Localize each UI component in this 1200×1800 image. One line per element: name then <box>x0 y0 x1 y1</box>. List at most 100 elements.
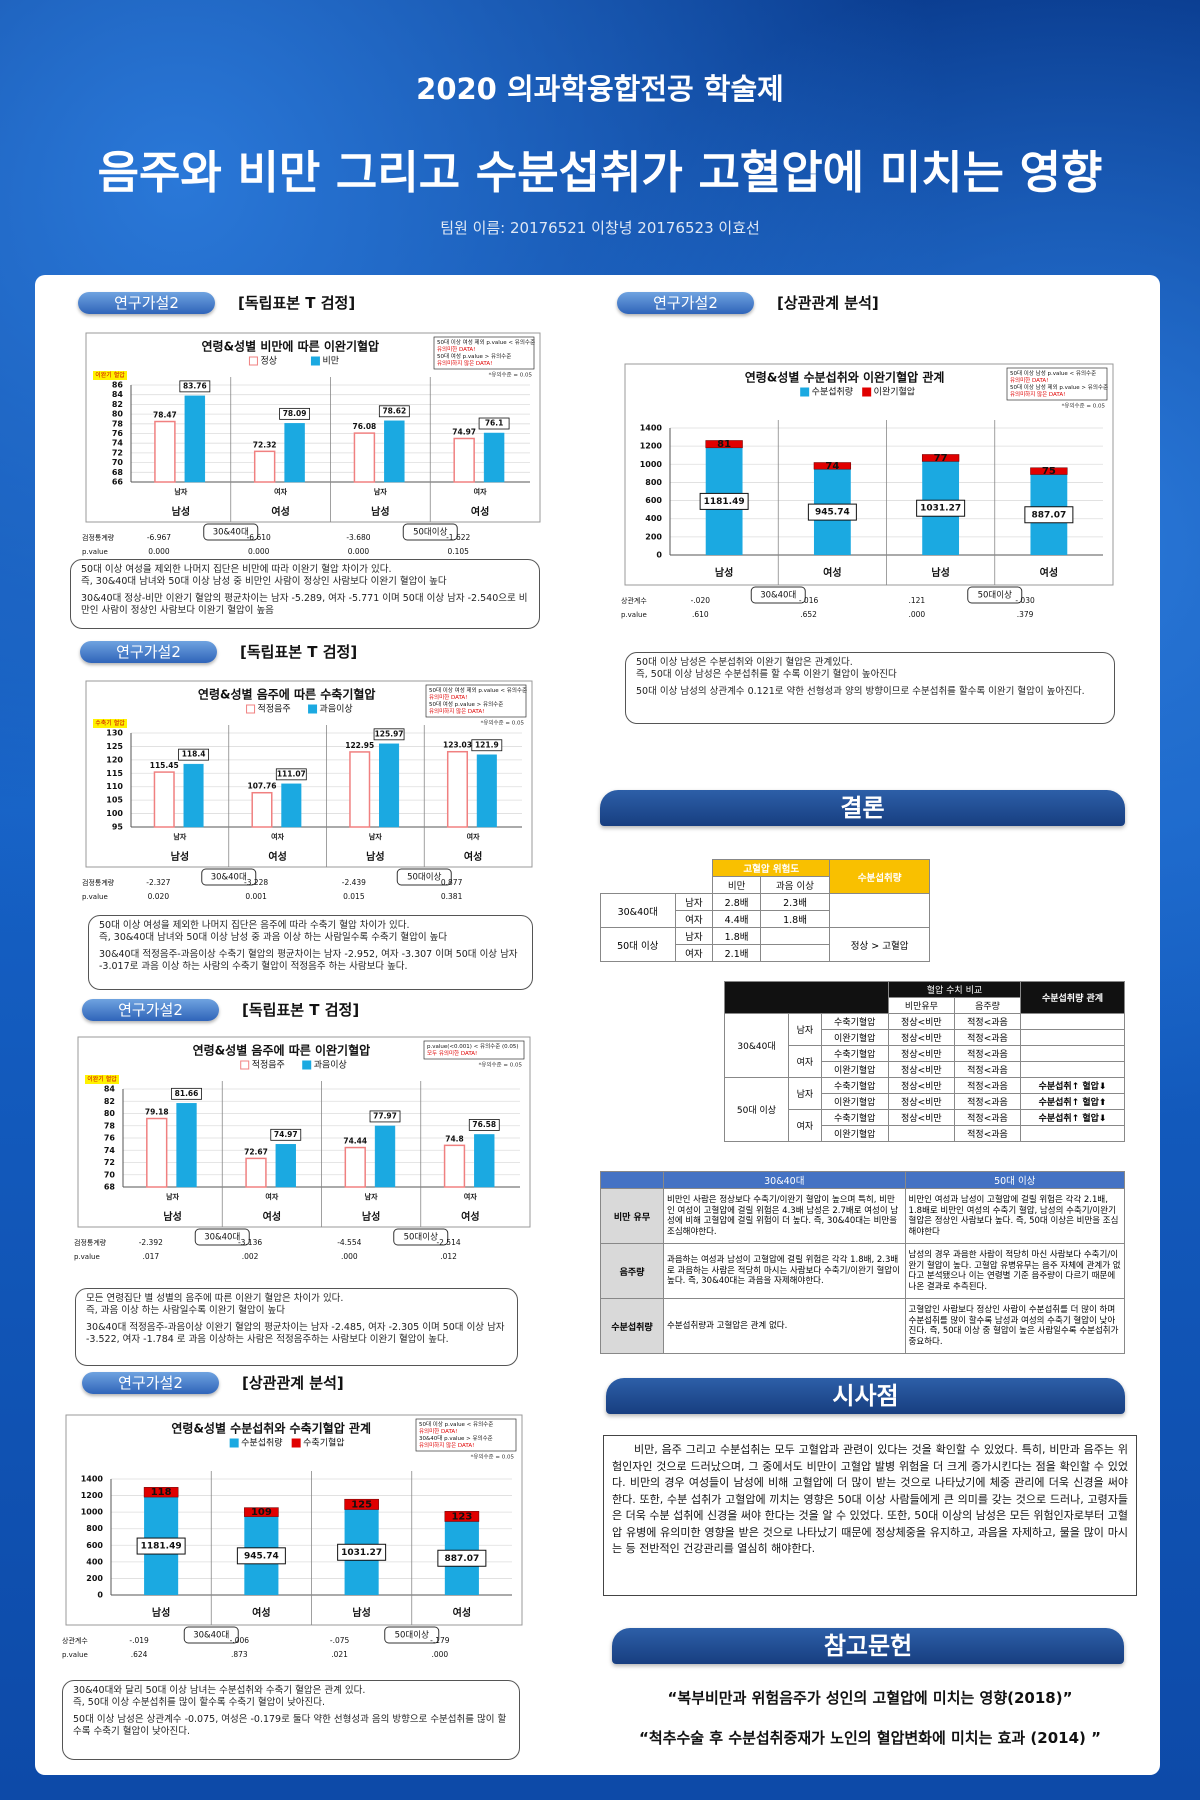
note-line: 유의미하지 않은 DATA! <box>437 359 492 367</box>
note-line: p.value(<0.001) < 유의수준 (0.05) <box>427 1043 519 1050</box>
table-header: 음주량 <box>953 997 1022 1014</box>
blank-cell <box>601 860 713 894</box>
references-heading: 참고문헌 <box>612 1628 1124 1664</box>
note-line: 30&40대 p.value > 유의수준 <box>419 1434 493 1442</box>
x-tick-label: 남자 <box>369 832 382 841</box>
stat-value: 0.105 <box>447 547 469 556</box>
y-axis-label: 수축기 혈압 <box>95 719 125 727</box>
age-group-box <box>967 586 1023 604</box>
value-cell: 정상<비만 <box>887 1109 955 1126</box>
age-cell: 30&40대 <box>600 893 676 928</box>
significance: *유의수준 = 0.05 <box>471 1454 515 1461</box>
section-method: [독립표본 T 검정] <box>240 643 358 661</box>
note-line: 유의미한 DATA! <box>419 1427 457 1435</box>
section-method: [상관관계 분석] <box>777 294 879 312</box>
summary-line: 50대 이상 남성의 상관계수 0.121로 약한 선형성과 양의 방향이므로 … <box>636 686 1085 697</box>
sex-cell: 여자 <box>788 1045 822 1078</box>
table-row: 혈압 수치 비교 수분섭취량 관계 <box>724 981 1125 1014</box>
y-tick-label: 76 <box>112 429 124 438</box>
bar <box>251 791 273 828</box>
summary-cell: 비만인 여성과 남성이 고혈압에 걸릴 위험은 각각 2.1배, 1.8배로 비… <box>904 1188 1126 1244</box>
value-label: 107.76 <box>248 782 277 791</box>
stat-value: 0.000 <box>148 547 170 556</box>
table-row: 비만유무 음주량 <box>725 997 1125 1014</box>
note-line: 유의미하지 않은 DATA! <box>1010 390 1065 398</box>
significance: *유의수준 = 0.05 <box>481 720 525 727</box>
y-label-bg <box>93 719 127 728</box>
summary-cell: 비만인 사람은 정상보다 수축기/이완기 혈압이 높으며 특히, 비만인 여성이… <box>663 1188 906 1244</box>
sex-label: 여성 <box>461 1210 479 1223</box>
summary-box: 모든 연령집단 별 성별의 음주에 따른 이완기 혈압은 차이가 있다. 즉, 과… <box>75 1288 518 1366</box>
summary-line: 50대 이상 남성은 수분섭취와 이완기 혈압은 관계있다. <box>636 657 853 668</box>
stat-value: 0.001 <box>245 892 267 901</box>
note-line: 유의미하지 않은 DATA! <box>429 707 484 715</box>
value-label: 118 <box>151 1487 172 1498</box>
chart-title: 연령&성별 음주에 따른 수축기혈압 <box>198 687 376 702</box>
age-group-box <box>203 523 259 541</box>
value-label: 123.03 <box>443 741 472 750</box>
note-box <box>425 684 527 718</box>
sex-label: 여성 <box>271 505 289 518</box>
sex-cell: 여자 <box>674 910 714 928</box>
stat-value: .021 <box>331 1650 348 1659</box>
value-label: 78.62 <box>382 406 406 415</box>
stat-value: 0.015 <box>343 892 365 901</box>
significance: *유의수준 = 0.05 <box>1062 403 1106 410</box>
summary-box: 30&40대와 달리 50대 이상 남녀는 수분섭취와 수축기 혈압은 관계 있… <box>62 1680 520 1760</box>
summary-line: 즉, 50대 이상 수분섭취를 많이 할수록 수축기 혈압이 낮아진다. <box>73 1697 326 1708</box>
water-cell <box>1020 1029 1125 1046</box>
bar <box>921 454 960 462</box>
legend-swatch <box>291 1438 301 1448</box>
x-tick-label: 남자 <box>174 487 187 496</box>
value-label-box <box>1024 506 1074 524</box>
table-row: 수분섭취량 수분섭취량과 고혈압은 관계 없다. 고혈압인 사람보다 정상인 사람이… <box>600 1298 1126 1354</box>
value-cell: 적정<과음 <box>953 1125 1022 1142</box>
stat-value: .624 <box>131 1650 148 1659</box>
value-label: 81 <box>717 439 731 450</box>
table-row: 이완기혈압 정상<비만 적정<과음 <box>725 1061 1125 1078</box>
y-label-bg <box>93 371 127 380</box>
stat-value: 0.000 <box>248 547 270 556</box>
y-tick-label: 800 <box>645 478 662 487</box>
value-label: 121.9 <box>475 740 499 749</box>
stat-name: 검정통계량 <box>82 533 115 542</box>
summary-line: 30&40대와 달리 50대 이상 남녀는 수분섭취와 수축기 혈압은 관계 있… <box>73 1685 366 1696</box>
sex-cell: 여자 <box>788 1109 822 1142</box>
value-label-box <box>136 1537 186 1555</box>
value-label: 74.97 <box>452 427 476 436</box>
value-label-box <box>178 748 209 761</box>
water-cell: 수분섭취↑ 혈압⬇ <box>1020 1109 1125 1126</box>
bp-cell: 이완기혈압 <box>820 1029 889 1046</box>
stat-name: 상관계수 <box>621 596 647 605</box>
table-row: 여자 수축기혈압 정상<비만 적정<과음 수분섭취↑ 혈압⬇ <box>725 1109 1125 1142</box>
y-tick-label: 100 <box>106 809 123 818</box>
note-line: 50대 이상 여성 제외 p.value < 유의수준 <box>429 686 527 694</box>
y-tick-label: 84 <box>104 1085 116 1094</box>
value-label: 945.74 <box>244 1551 279 1561</box>
legend-label: 과음이상 <box>320 704 353 715</box>
y-tick-label: 125 <box>106 742 123 751</box>
value-cell: 1.8배 <box>712 927 761 945</box>
y-axis-label: 이완기 혈압 <box>87 1075 117 1083</box>
y-tick-label: 0 <box>97 1591 103 1600</box>
summary-line: 모든 연령집단 별 성별의 음주에 따른 이완기 혈압은 차이가 있다. <box>86 1293 344 1304</box>
legend-swatch <box>310 356 320 366</box>
section-label: 연구가설2 <box>78 292 215 314</box>
bar <box>154 420 176 483</box>
value-label: 111.07 <box>277 769 306 778</box>
legend-label: 수분섭취량 <box>812 386 853 398</box>
note-line: 50대 여성 p.value > 유의수준 <box>437 352 511 360</box>
value-label-box <box>378 405 410 418</box>
implications-heading: 시사점 <box>606 1378 1125 1414</box>
sex-label: 남성 <box>163 1210 181 1223</box>
chart-title: 연령&성별 수분섭취와 수축기혈압 관계 <box>171 1421 371 1436</box>
y-tick-label: 200 <box>86 1574 103 1583</box>
stat-value: -3.136 <box>238 1238 262 1247</box>
table-header: 50대 이상 <box>904 1171 1126 1189</box>
bar <box>444 1511 480 1522</box>
bar <box>446 750 469 828</box>
value-label-box <box>369 1110 401 1123</box>
sex-cell: 남자 <box>674 893 714 911</box>
y-tick-label: 200 <box>645 532 662 541</box>
legend-swatch <box>240 1060 250 1070</box>
